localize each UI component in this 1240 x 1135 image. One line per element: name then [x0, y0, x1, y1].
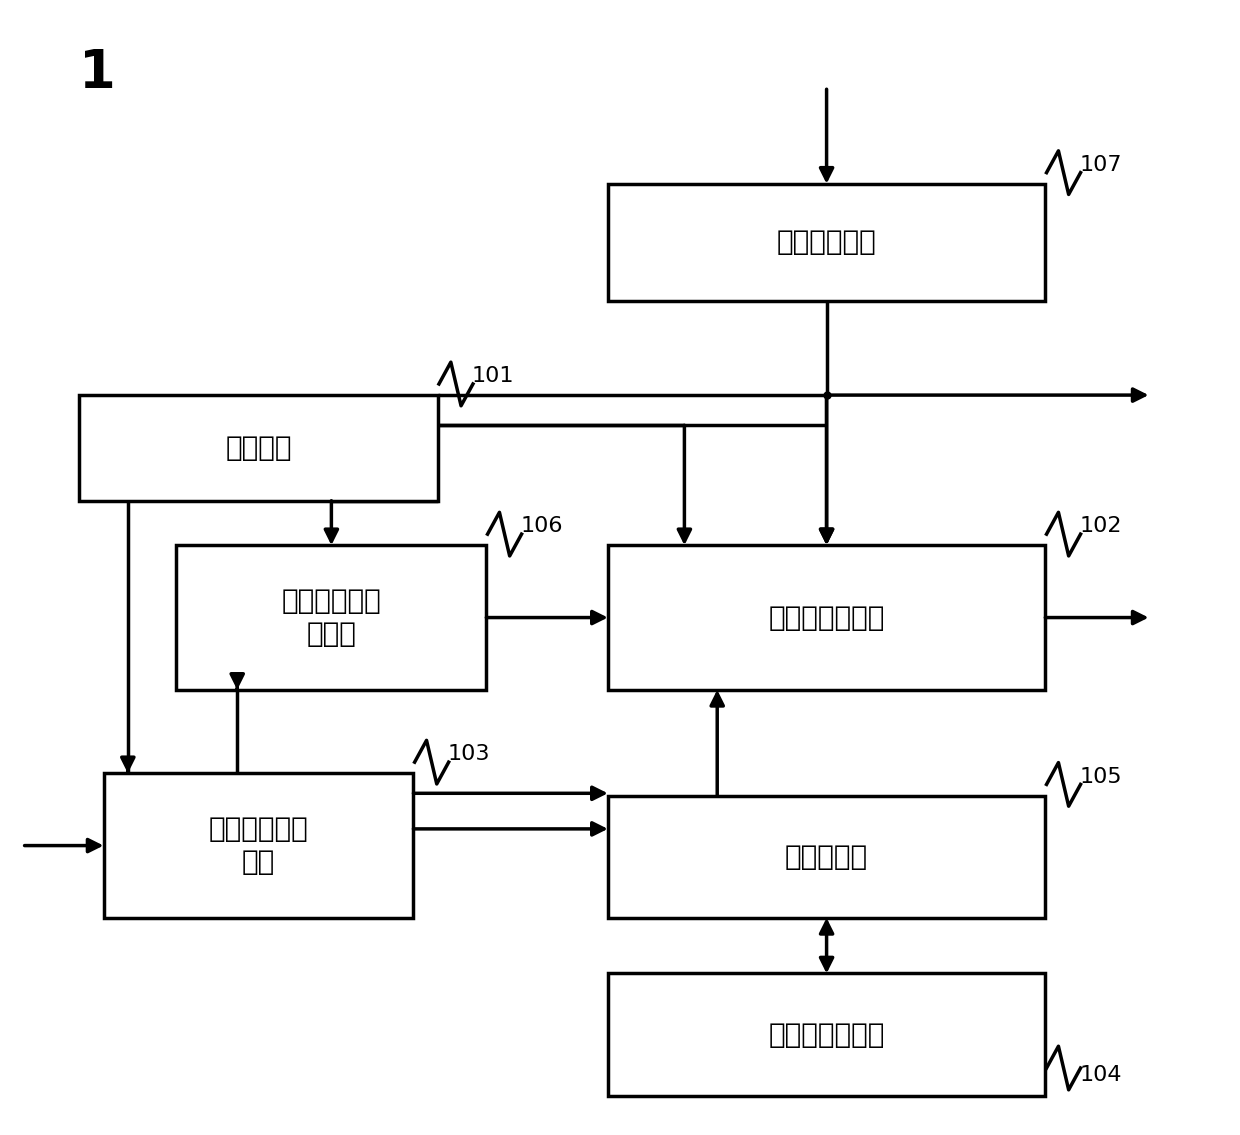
Text: 101: 101 [471, 367, 515, 386]
Bar [608, 796, 1045, 918]
Text: 105: 105 [1079, 766, 1122, 787]
Bar [103, 773, 413, 918]
Text: 调制源选择模块: 调制源选择模块 [769, 604, 885, 631]
Text: 伪随机序列产
生模块: 伪随机序列产 生模块 [281, 587, 381, 648]
Bar [608, 545, 1045, 690]
Text: 存储控制器: 存储控制器 [785, 842, 868, 871]
Text: 模数转换模块: 模数转换模块 [776, 228, 877, 257]
Bar [608, 184, 1045, 301]
Text: 107: 107 [1079, 154, 1122, 175]
Text: 103: 103 [448, 745, 490, 764]
Text: 104: 104 [1079, 1065, 1122, 1085]
Text: 102: 102 [1079, 516, 1122, 537]
Text: 1: 1 [79, 47, 117, 99]
Text: 基带速率控制
模块: 基带速率控制 模块 [208, 815, 309, 876]
Bar [79, 395, 438, 501]
Text: 控制模块: 控制模块 [226, 434, 291, 462]
Text: 调制文件存储器: 调制文件存储器 [769, 1020, 885, 1049]
Bar [176, 545, 486, 690]
Bar [608, 974, 1045, 1096]
Text: 106: 106 [521, 516, 563, 537]
